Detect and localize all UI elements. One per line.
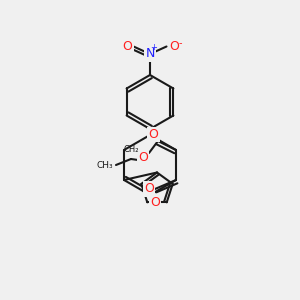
Text: CH₃: CH₃	[96, 160, 113, 169]
Text: O: O	[169, 40, 179, 53]
Text: CH₂: CH₂	[123, 146, 139, 154]
Text: N: N	[145, 47, 155, 61]
Text: O: O	[148, 128, 158, 141]
Text: O: O	[144, 182, 154, 196]
Text: -: -	[178, 38, 182, 48]
Text: O: O	[123, 40, 132, 53]
Text: O: O	[150, 196, 160, 209]
Text: +: +	[150, 43, 157, 52]
Text: O: O	[138, 151, 148, 164]
